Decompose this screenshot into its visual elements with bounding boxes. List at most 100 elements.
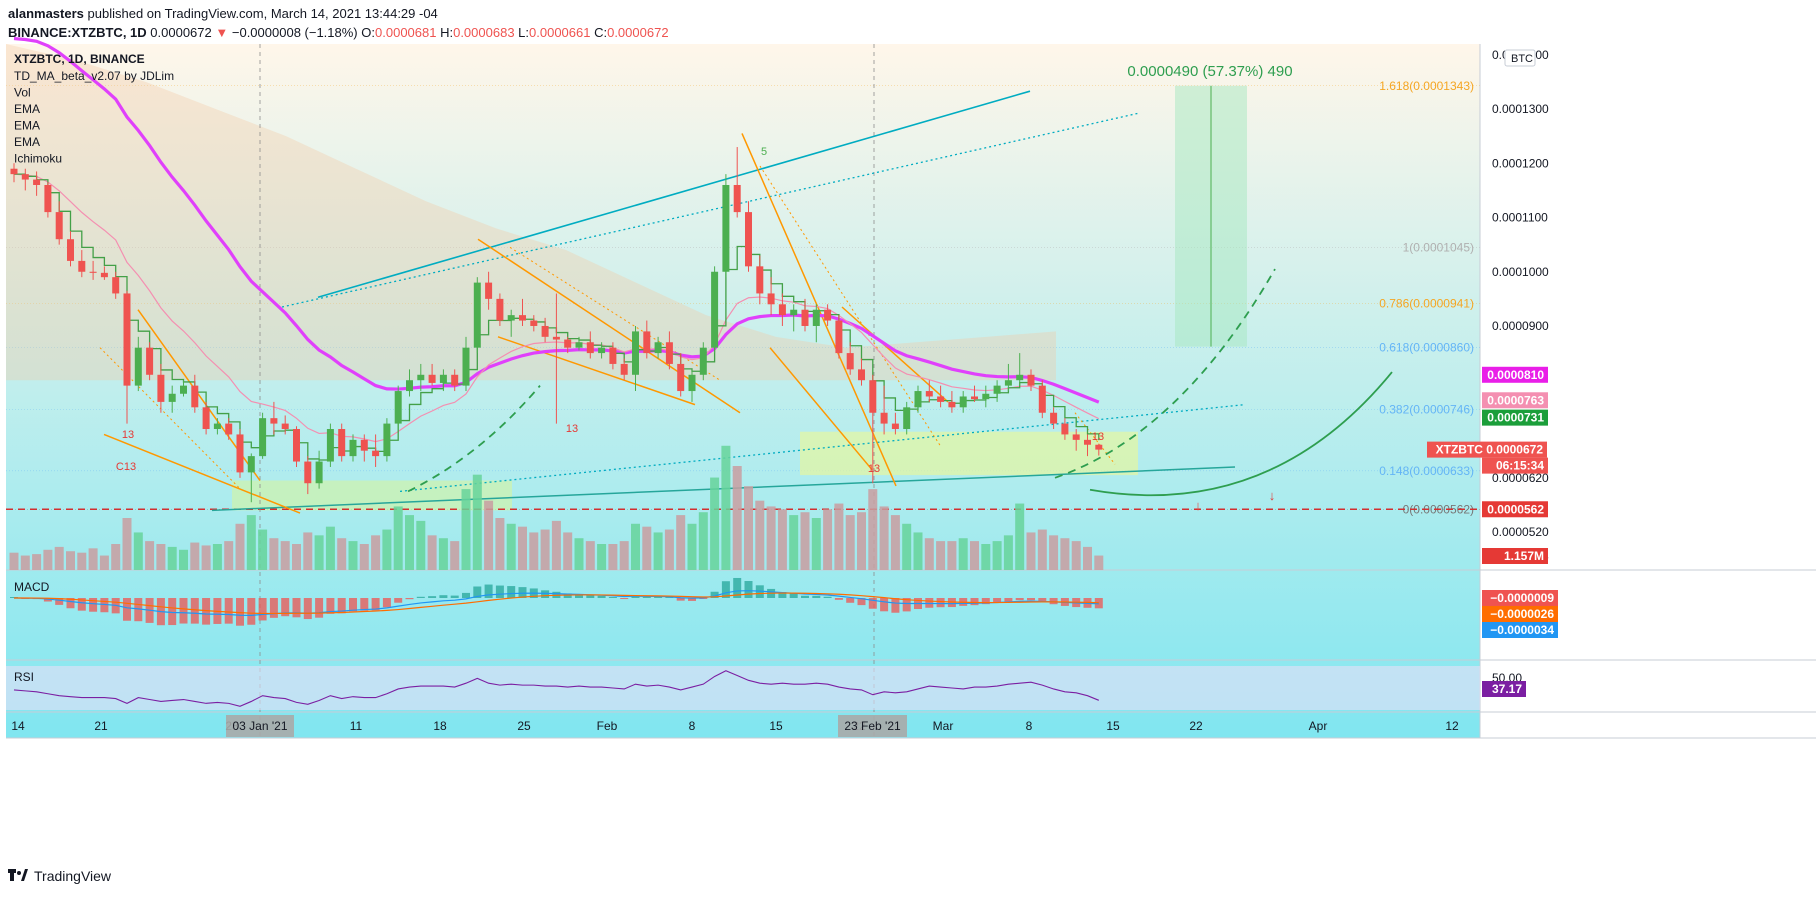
macd-histogram-bar [1038, 598, 1047, 603]
price-axis-tick: 0.0001300 [1492, 102, 1549, 116]
volume-bar [585, 541, 595, 570]
candle-body [598, 347, 606, 354]
volume-bar [518, 526, 527, 570]
fib-level-label: 0.786(0.0000941) [1379, 297, 1474, 311]
candle-body [496, 298, 504, 321]
volume-bar [1049, 535, 1059, 570]
publisher-name[interactable]: alanmasters [8, 6, 84, 21]
volume-bar [190, 542, 200, 570]
macd-histogram-bar [710, 591, 719, 598]
rsi-band [6, 666, 1480, 710]
volume-bar [1015, 503, 1025, 570]
time-axis-tick: Feb [597, 719, 618, 733]
volume-bar [540, 529, 550, 570]
fib-level-label: 1(0.0001045) [1403, 240, 1474, 254]
time-highlight-box [226, 715, 294, 737]
candle-body [134, 347, 142, 386]
macd-histogram-bar [1015, 598, 1024, 601]
rsi-line [13, 670, 1100, 707]
macd-line [13, 590, 1099, 616]
candle-body [439, 374, 447, 383]
macd-histogram-bar [778, 592, 787, 598]
macd-histogram-bar [269, 598, 278, 618]
high-label: H: [440, 25, 454, 40]
candle-body [1061, 423, 1069, 435]
macd-histogram-bar [360, 598, 369, 611]
close-label: C: [594, 25, 608, 40]
tradingview-brand[interactable]: TradingView [34, 868, 112, 884]
volume-bar [890, 515, 900, 570]
candle-body [1027, 374, 1035, 386]
macd-histogram-bar [349, 598, 357, 612]
candle-body [530, 320, 538, 326]
price-axis-label-box [1482, 366, 1548, 383]
candle-body [1072, 434, 1080, 440]
macd-histogram-bar [699, 598, 708, 599]
time-axis-tick: 18 [433, 719, 447, 733]
volume-bar [676, 515, 686, 570]
macd-histogram-bar [168, 598, 177, 626]
channel-line [769, 347, 873, 471]
price-axis-label: 06:15:34 [1496, 459, 1544, 473]
volume-bar [348, 541, 358, 570]
macd-histogram-bar [55, 598, 64, 605]
legend-item: Ichimoku [14, 152, 62, 166]
volume-bar [416, 520, 426, 570]
volume-bar [608, 544, 618, 570]
macd-histogram-bar [812, 595, 821, 598]
candle-body [338, 429, 346, 457]
volume-bar [179, 549, 188, 570]
candle-body [869, 380, 877, 413]
last-price: 0.0000672 [150, 25, 212, 40]
macd-title: MACD [14, 580, 50, 594]
volume-bar [924, 538, 934, 570]
trend-line-upper [317, 90, 1031, 299]
candle-body [643, 331, 651, 354]
volume-bar [755, 500, 765, 570]
candle-body [745, 212, 752, 267]
volume-bar [224, 541, 234, 570]
candle-body [835, 320, 843, 354]
macd-histogram-bar [382, 598, 391, 608]
price-axis-tick: 0.0000900 [1492, 319, 1549, 333]
tradingview-logo-icon [8, 869, 28, 883]
candle-body [880, 412, 888, 424]
volume-bar [834, 503, 844, 570]
candle-body [270, 418, 278, 424]
macd-histogram-bar [981, 598, 990, 605]
time-axis-tick: 11 [350, 719, 363, 733]
macd-histogram-bar [620, 598, 629, 600]
price-axis-tick: 0.0001200 [1492, 156, 1549, 170]
volume-bar [1071, 541, 1081, 570]
candle-body [790, 309, 798, 316]
volume-bar [857, 512, 866, 570]
candle-body [778, 304, 786, 316]
volume-bar [122, 518, 132, 570]
candle-body [575, 342, 583, 348]
channel-dotted-line [759, 165, 941, 446]
candle-body [665, 342, 673, 364]
fib-level-label: 0.148(0.0000633) [1379, 464, 1474, 478]
macd-histogram-bar [416, 596, 425, 598]
candle-body [293, 429, 300, 462]
candle-body [891, 423, 899, 430]
volume-bar [811, 518, 821, 570]
price-axis-label-box [1482, 409, 1548, 426]
candle-body [982, 393, 990, 400]
volume-bar [235, 523, 245, 570]
price-axis-label-box [1482, 548, 1548, 564]
candle-body [959, 396, 967, 408]
candle-body [247, 456, 255, 473]
candle-body [360, 439, 368, 451]
volume-bar [258, 529, 268, 570]
channel-line [497, 336, 696, 406]
macd-histogram-bar [190, 598, 199, 624]
channel-line [841, 306, 949, 403]
candle-body [654, 342, 662, 354]
open-value: 0.0000681 [375, 25, 437, 40]
candle-body [213, 423, 221, 430]
volume-bar [744, 486, 753, 570]
candle-body [632, 331, 639, 375]
candle-body [699, 347, 707, 375]
